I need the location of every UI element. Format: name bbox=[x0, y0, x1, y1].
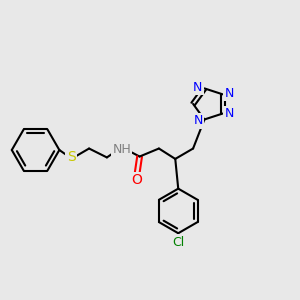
Text: N: N bbox=[193, 81, 203, 94]
Text: O: O bbox=[131, 173, 142, 187]
Text: N: N bbox=[224, 87, 234, 100]
Text: S: S bbox=[67, 150, 76, 164]
Text: N: N bbox=[224, 107, 234, 120]
Text: NH: NH bbox=[112, 143, 131, 156]
Text: Cl: Cl bbox=[172, 236, 184, 249]
Text: N: N bbox=[194, 115, 203, 128]
